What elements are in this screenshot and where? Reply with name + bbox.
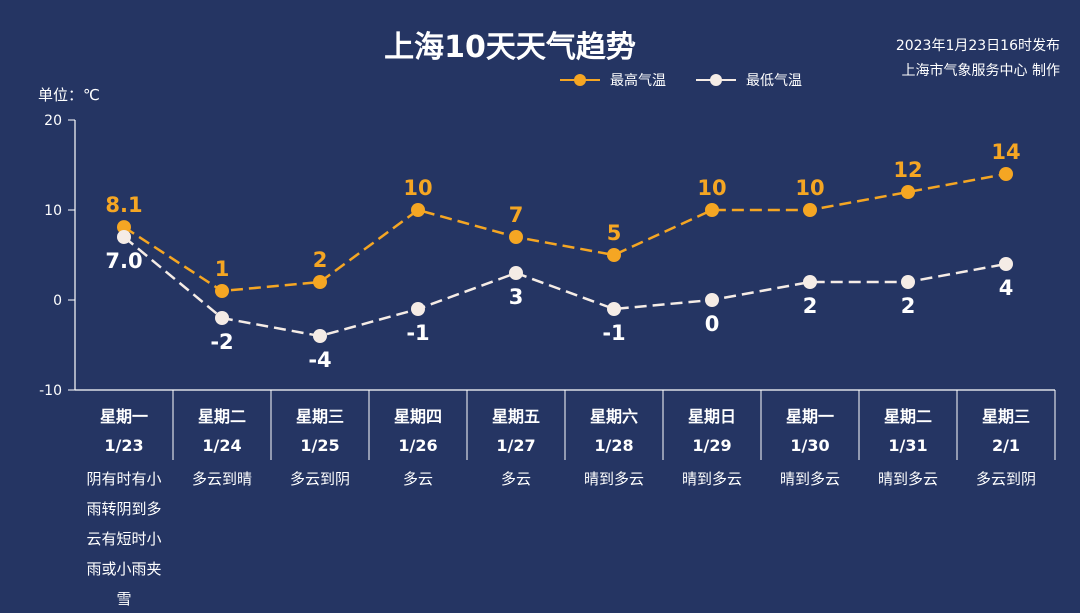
weather-label: 雪 — [116, 590, 131, 608]
date-label: 1/27 — [496, 436, 535, 455]
weather-label: 多云到阴 — [290, 470, 350, 488]
weather-label: 多云到晴 — [192, 470, 252, 488]
weekday-label: 星期二 — [884, 407, 932, 426]
legend-high: 最高气温 — [560, 70, 666, 90]
data-label: 10 — [403, 176, 432, 200]
date-label: 1/31 — [888, 436, 927, 455]
data-label: -4 — [308, 348, 331, 372]
data-point — [117, 230, 131, 244]
data-label: 14 — [991, 140, 1020, 164]
date-label: 1/23 — [104, 436, 143, 455]
y-tick-label: -10 — [39, 383, 62, 399]
y-tick-label: 0 — [53, 293, 62, 309]
data-point — [607, 248, 621, 262]
data-point — [705, 203, 719, 217]
date-label: 1/25 — [300, 436, 339, 455]
data-point — [999, 257, 1013, 271]
weather-label: 多云 — [501, 470, 531, 488]
data-point — [411, 302, 425, 316]
data-point — [705, 293, 719, 307]
data-label: 7.0 — [105, 249, 142, 273]
legend-high-marker — [560, 74, 600, 86]
weather-label: 多云 — [403, 470, 433, 488]
y-tick-label: 20 — [44, 113, 62, 129]
date-label: 1/24 — [202, 436, 241, 455]
data-label: 2 — [901, 294, 916, 318]
data-label: 0 — [705, 312, 720, 336]
data-label: 12 — [893, 158, 922, 182]
data-point — [901, 275, 915, 289]
weather-label: 阴有时有小 — [86, 470, 161, 488]
chart-title: 上海10天天气趋势 — [384, 30, 636, 65]
legend-low: 最低气温 — [696, 70, 802, 90]
legend-low-marker — [696, 74, 736, 86]
unit-label: 单位：℃ — [38, 86, 100, 104]
data-point — [509, 230, 523, 244]
data-label: 2 — [803, 294, 818, 318]
weekday-label: 星期一 — [786, 407, 834, 426]
data-label: 8.1 — [105, 193, 142, 217]
date-label: 1/26 — [398, 436, 437, 455]
weather-label: 晴到多云 — [878, 470, 938, 488]
data-point — [117, 220, 131, 235]
data-point — [313, 329, 327, 343]
weekday-label: 星期三 — [982, 407, 1030, 426]
series-line-0 — [123, 172, 1007, 293]
weather-label: 雨或小雨夹 — [86, 560, 161, 578]
legend-high-label: 最高气温 — [610, 73, 666, 89]
data-label: 4 — [999, 276, 1014, 300]
data-point — [215, 284, 229, 298]
weekday-label: 星期日 — [688, 407, 736, 426]
data-label: -1 — [602, 321, 625, 345]
data-label: 10 — [697, 176, 726, 200]
data-label: 7 — [509, 203, 524, 227]
data-point — [509, 266, 523, 280]
publisher: 上海市气象服务中心 制作 — [901, 63, 1060, 79]
data-label: -2 — [210, 330, 233, 354]
weather-label: 晴到多云 — [682, 470, 742, 488]
data-point — [607, 302, 621, 316]
data-point — [313, 275, 327, 289]
y-tick-label: 10 — [44, 203, 62, 219]
data-point — [215, 311, 229, 325]
legend: 最高气温 最低气温 — [560, 70, 802, 90]
weather-label: 多云到阴 — [976, 470, 1036, 488]
date-label: 1/28 — [594, 436, 633, 455]
weekday-label: 星期二 — [198, 407, 246, 426]
legend-low-label: 最低气温 — [746, 73, 802, 89]
date-label: 1/30 — [790, 436, 829, 455]
data-label: 10 — [795, 176, 824, 200]
weather-label: 雨转阴到多 — [86, 500, 161, 518]
data-point — [901, 185, 915, 199]
weekday-label: 星期三 — [296, 407, 344, 426]
data-label: 1 — [215, 257, 230, 281]
weekday-label: 星期一 — [100, 407, 148, 426]
series-line-1 — [123, 236, 1007, 338]
data-point — [999, 167, 1013, 181]
weather-label: 晴到多云 — [780, 470, 840, 488]
publish-time: 2023年1月23日16时发布 — [895, 38, 1060, 54]
data-label: 3 — [509, 285, 524, 309]
data-label: 5 — [607, 221, 622, 245]
weekday-label: 星期四 — [394, 407, 442, 426]
publish-info: 2023年1月23日16时发布 上海市气象服务中心 制作 — [896, 34, 1060, 84]
date-label: 2/1 — [992, 436, 1020, 455]
weekday-label: 星期六 — [590, 407, 638, 426]
weekday-label: 星期五 — [492, 407, 540, 426]
data-point — [411, 203, 425, 217]
weather-label: 云有短时小 — [86, 530, 161, 548]
data-point — [803, 275, 817, 289]
date-label: 1/29 — [692, 436, 731, 455]
data-point — [803, 203, 817, 217]
data-label: 2 — [313, 248, 328, 272]
weather-label: 晴到多云 — [584, 470, 644, 488]
data-label: -1 — [406, 321, 429, 345]
